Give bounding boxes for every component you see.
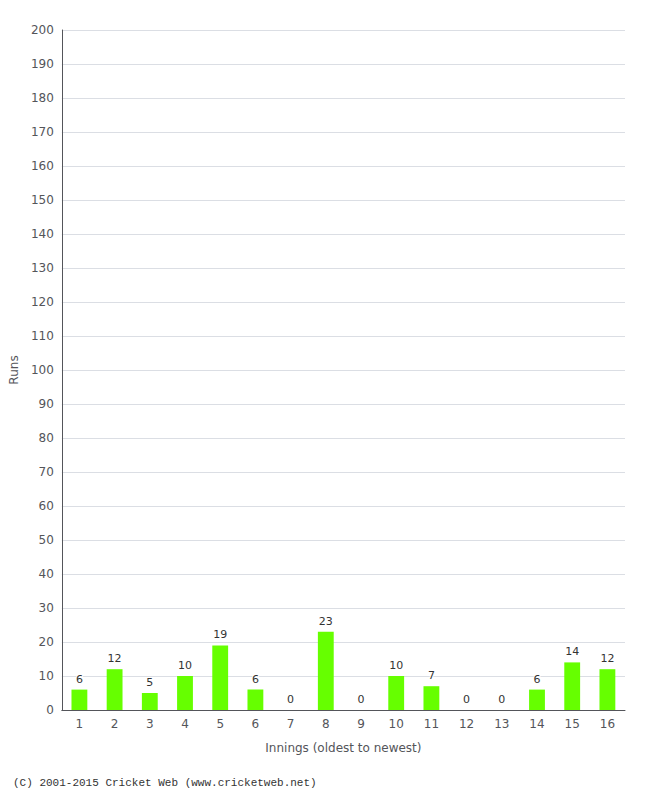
svg-text:40: 40: [39, 567, 54, 581]
svg-text:19: 19: [213, 628, 227, 641]
svg-text:8: 8: [322, 717, 330, 731]
svg-text:13: 13: [494, 717, 509, 731]
svg-text:5: 5: [146, 676, 153, 689]
svg-text:150: 150: [31, 193, 54, 207]
svg-text:11: 11: [424, 717, 439, 731]
svg-text:0: 0: [287, 693, 294, 706]
svg-text:0: 0: [358, 693, 365, 706]
svg-text:20: 20: [39, 635, 54, 649]
svg-text:110: 110: [31, 329, 54, 343]
svg-text:4: 4: [181, 717, 189, 731]
svg-text:6: 6: [76, 673, 83, 686]
svg-text:0: 0: [498, 693, 505, 706]
svg-text:7: 7: [287, 717, 295, 731]
svg-text:6: 6: [252, 717, 260, 731]
svg-text:170: 170: [31, 125, 54, 139]
svg-text:90: 90: [39, 397, 54, 411]
svg-text:160: 160: [31, 159, 54, 173]
svg-text:12: 12: [108, 652, 122, 665]
svg-text:10: 10: [389, 659, 403, 672]
svg-text:50: 50: [39, 533, 54, 547]
svg-text:Runs: Runs: [7, 355, 21, 384]
svg-text:15: 15: [565, 717, 580, 731]
svg-text:0: 0: [463, 693, 470, 706]
svg-text:14: 14: [565, 645, 579, 658]
svg-text:3: 3: [146, 717, 154, 731]
svg-text:100: 100: [31, 363, 54, 377]
svg-text:6: 6: [534, 673, 541, 686]
svg-text:10: 10: [39, 669, 54, 683]
svg-text:60: 60: [39, 499, 54, 513]
svg-text:7: 7: [428, 669, 435, 682]
svg-text:5: 5: [216, 717, 224, 731]
svg-text:2: 2: [111, 717, 119, 731]
svg-text:12: 12: [459, 717, 474, 731]
svg-text:14: 14: [529, 717, 544, 731]
svg-text:130: 130: [31, 261, 54, 275]
svg-text:200: 200: [31, 23, 54, 37]
svg-text:140: 140: [31, 227, 54, 241]
svg-text:9: 9: [357, 717, 365, 731]
svg-text:16: 16: [600, 717, 615, 731]
svg-text:23: 23: [319, 615, 333, 628]
svg-text:Innings (oldest to newest): Innings (oldest to newest): [265, 741, 421, 755]
svg-text:70: 70: [39, 465, 54, 479]
svg-text:190: 190: [31, 57, 54, 71]
svg-text:120: 120: [31, 295, 54, 309]
svg-text:6: 6: [252, 673, 259, 686]
svg-text:0: 0: [46, 703, 54, 717]
svg-text:12: 12: [600, 652, 614, 665]
svg-text:(C) 2001-2015 Cricket Web (www: (C) 2001-2015 Cricket Web (www.cricketwe…: [13, 777, 317, 789]
svg-text:80: 80: [39, 431, 54, 445]
svg-text:10: 10: [178, 659, 192, 672]
svg-text:30: 30: [39, 601, 54, 615]
svg-text:180: 180: [31, 91, 54, 105]
svg-text:10: 10: [389, 717, 404, 731]
svg-text:1: 1: [76, 717, 84, 731]
